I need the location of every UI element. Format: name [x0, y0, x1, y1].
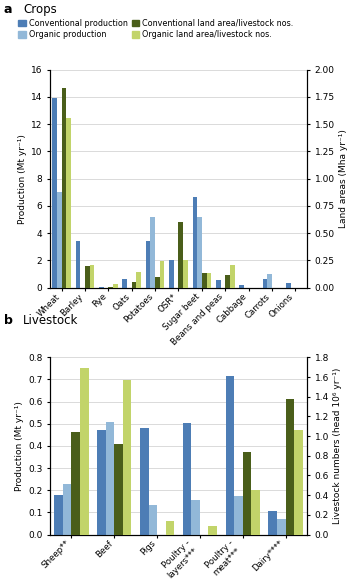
- Bar: [99, 286, 104, 288]
- Bar: [114, 444, 123, 535]
- Bar: [146, 241, 150, 288]
- Bar: [226, 376, 234, 535]
- Text: a: a: [4, 3, 12, 16]
- Bar: [191, 500, 200, 535]
- Bar: [106, 422, 114, 535]
- Bar: [62, 88, 66, 288]
- Text: b: b: [4, 314, 12, 327]
- Bar: [239, 285, 244, 288]
- Bar: [216, 280, 221, 288]
- Bar: [197, 217, 202, 288]
- Bar: [192, 197, 197, 288]
- Bar: [225, 274, 230, 288]
- Bar: [140, 428, 149, 535]
- Y-axis label: Production (Mt yr⁻¹): Production (Mt yr⁻¹): [18, 134, 27, 224]
- Legend: Conventional production, Organic production, Conventional land area/livestock no: Conventional production, Organic product…: [18, 19, 293, 40]
- Bar: [286, 399, 294, 535]
- Bar: [66, 117, 71, 288]
- Bar: [63, 483, 71, 535]
- Bar: [113, 284, 118, 288]
- Text: Crops: Crops: [23, 3, 57, 16]
- Bar: [160, 261, 165, 288]
- Bar: [230, 265, 235, 288]
- Bar: [155, 277, 160, 288]
- Bar: [109, 286, 113, 288]
- Bar: [202, 274, 207, 288]
- Bar: [294, 430, 303, 535]
- Bar: [123, 380, 131, 535]
- Bar: [57, 192, 62, 288]
- Y-axis label: Land areas (Mha yr⁻¹): Land areas (Mha yr⁻¹): [339, 129, 348, 228]
- Bar: [234, 496, 243, 535]
- Bar: [71, 432, 80, 535]
- Bar: [178, 222, 183, 288]
- Bar: [183, 260, 188, 288]
- Bar: [243, 452, 251, 535]
- Bar: [85, 266, 90, 288]
- Bar: [169, 260, 174, 288]
- Bar: [286, 283, 291, 288]
- Bar: [136, 272, 141, 288]
- Y-axis label: Production (Mt yr⁻¹): Production (Mt yr⁻¹): [15, 401, 24, 491]
- Bar: [150, 217, 155, 288]
- Bar: [251, 490, 260, 535]
- Bar: [277, 519, 286, 535]
- Bar: [122, 279, 127, 288]
- Bar: [208, 526, 217, 535]
- Y-axis label: Livestock numbers (head 10⁶ yr⁻¹): Livestock numbers (head 10⁶ yr⁻¹): [333, 368, 342, 524]
- Bar: [149, 505, 157, 535]
- Text: Livestock: Livestock: [23, 314, 79, 327]
- Bar: [76, 241, 80, 288]
- Bar: [52, 98, 57, 288]
- Bar: [90, 265, 94, 288]
- Bar: [166, 521, 174, 535]
- Bar: [183, 422, 191, 535]
- Bar: [54, 494, 63, 535]
- Bar: [263, 279, 267, 288]
- Bar: [80, 368, 89, 535]
- Bar: [207, 274, 211, 288]
- Bar: [97, 431, 106, 535]
- Bar: [267, 274, 272, 288]
- Bar: [132, 282, 136, 288]
- Bar: [268, 511, 277, 535]
